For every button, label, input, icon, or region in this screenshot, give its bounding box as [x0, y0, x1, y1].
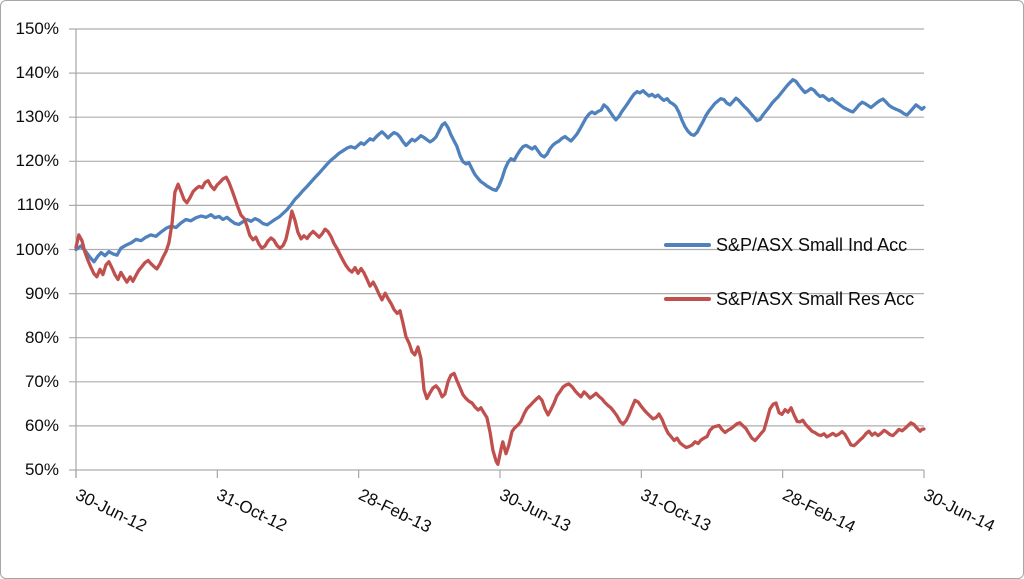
legend-label-small-ind: S&P/ASX Small Ind Acc — [716, 234, 908, 255]
y-axis-tick-label: 90% — [24, 283, 59, 303]
series-line-1 — [74, 175, 926, 466]
legend-swatch-red-line-icon — [664, 296, 711, 302]
series-line-0 — [74, 78, 926, 264]
y-axis-tick-label: 60% — [24, 415, 59, 435]
legend-item-small-res[interactable]: S&P/ASX Small Res Acc — [664, 289, 914, 309]
legend-item-small-ind[interactable]: S&P/ASX Small Ind Acc — [664, 235, 907, 255]
y-axis-tick-label: 80% — [24, 327, 59, 347]
y-axis-tick-label: 120% — [15, 151, 59, 171]
legend-label-small-res: S&P/ASX Small Res Acc — [716, 288, 915, 309]
y-axis-tick-label: 50% — [24, 460, 59, 479]
y-axis-tick-label: 110% — [16, 195, 59, 215]
y-axis-tick-label: 70% — [24, 371, 59, 391]
y-axis-tick-label: 130% — [15, 107, 59, 127]
y-axis-tick-label: 150% — [15, 19, 59, 38]
legend-swatch-blue-line-icon — [664, 242, 711, 248]
y-axis-tick-label: 100% — [15, 239, 59, 259]
y-axis-tick-label: 140% — [15, 63, 59, 83]
